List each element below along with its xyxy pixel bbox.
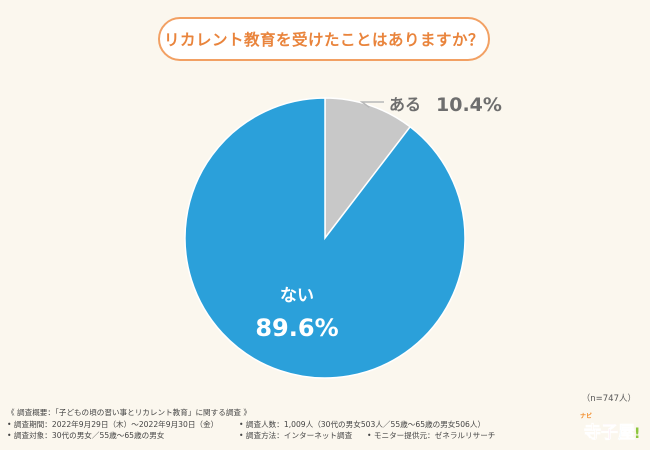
terakoya-logo: ナビ 寺子屋! bbox=[580, 412, 640, 444]
sample-size: （n=747人） bbox=[581, 394, 636, 404]
logo-char: 寺 bbox=[584, 422, 601, 443]
question-title: リカレント教育を受けたことはありますか？ bbox=[158, 17, 490, 61]
logo-small-text: ナビ bbox=[580, 412, 592, 420]
survey-method: • 調査方法：インターネット調査 bbox=[239, 431, 353, 440]
survey-respondents: • 調査人数：1,009人（30代の男女503人／55歳〜65歳の男女506人） bbox=[239, 419, 486, 429]
logo-char: 屋 bbox=[618, 423, 635, 443]
survey-target: • 調査対象：30代の男女／55歳〜65歳の男女 bbox=[7, 431, 165, 440]
pie-slice-0 bbox=[324, 97, 412, 241]
logo-exclamation: ! bbox=[634, 426, 640, 442]
survey-provider: • モニター提供元：ゼネラルリサーチ bbox=[367, 431, 496, 440]
slice-label-1: ない bbox=[280, 286, 314, 306]
leader-line bbox=[359, 101, 384, 108]
survey-summary: 《 調査概要：「子どもの頃の習い事とリカレント教育」に関する調査 》 bbox=[7, 408, 252, 417]
pie-chart: ある 10.4% ない 89.6% bbox=[184, 94, 502, 379]
survey-footer: 《 調査概要：「子どもの頃の習い事とリカレント教育」に関する調査 》 • 調査期… bbox=[7, 407, 567, 442]
logo-text: 寺子屋! bbox=[584, 422, 640, 444]
pie-slice-1 bbox=[184, 97, 466, 379]
slice-value-0: 10.4% bbox=[436, 94, 502, 116]
slice-label-0: ある bbox=[389, 95, 421, 114]
survey-period: • 調査期間：2022年9月29日（木）〜2022年9月30日（金） bbox=[7, 419, 219, 429]
logo-char: 子 bbox=[601, 423, 618, 443]
slice-value-1: 89.6% bbox=[255, 314, 338, 342]
